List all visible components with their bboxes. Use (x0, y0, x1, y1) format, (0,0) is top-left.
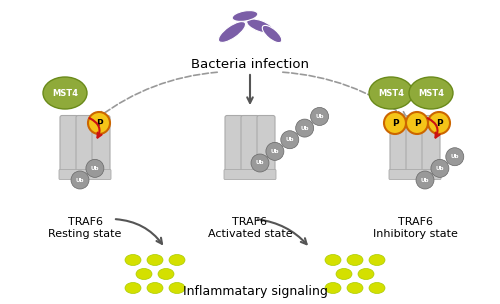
Ellipse shape (232, 11, 258, 21)
Ellipse shape (369, 254, 385, 265)
Text: Ub: Ub (436, 166, 444, 171)
Ellipse shape (336, 268, 352, 279)
Ellipse shape (147, 254, 163, 265)
Ellipse shape (325, 254, 341, 265)
Text: P: P (392, 119, 398, 127)
FancyBboxPatch shape (59, 170, 111, 179)
Ellipse shape (358, 268, 374, 279)
Text: Ub: Ub (76, 178, 84, 182)
FancyBboxPatch shape (225, 116, 243, 174)
Text: Inhibitory state: Inhibitory state (372, 229, 458, 239)
Ellipse shape (409, 77, 453, 109)
Text: Activated state: Activated state (208, 229, 292, 239)
Ellipse shape (347, 254, 363, 265)
Circle shape (446, 148, 464, 166)
FancyBboxPatch shape (241, 116, 259, 174)
Ellipse shape (347, 282, 363, 293)
FancyBboxPatch shape (76, 116, 94, 174)
FancyBboxPatch shape (224, 170, 276, 179)
FancyArrowPatch shape (90, 118, 102, 137)
FancyArrowPatch shape (283, 72, 406, 117)
FancyBboxPatch shape (422, 116, 440, 174)
Text: Resting state: Resting state (48, 229, 122, 239)
Circle shape (266, 142, 284, 161)
FancyArrowPatch shape (428, 118, 440, 137)
Text: P: P (414, 119, 420, 127)
Text: Ub: Ub (270, 149, 279, 154)
Text: Ub: Ub (300, 126, 309, 131)
Circle shape (431, 159, 449, 177)
Ellipse shape (246, 19, 274, 33)
FancyBboxPatch shape (390, 116, 408, 174)
Circle shape (310, 107, 328, 126)
Text: Ub: Ub (421, 178, 429, 182)
Text: P: P (436, 119, 442, 127)
Ellipse shape (369, 77, 413, 109)
Text: MST4: MST4 (418, 88, 444, 98)
Text: Bacteria infection: Bacteria infection (191, 58, 309, 71)
FancyArrowPatch shape (116, 219, 162, 244)
Circle shape (416, 171, 434, 189)
Ellipse shape (262, 26, 281, 43)
Text: Ub: Ub (450, 154, 459, 159)
FancyArrowPatch shape (258, 219, 306, 244)
Ellipse shape (169, 254, 185, 265)
Circle shape (406, 112, 428, 134)
Ellipse shape (136, 268, 152, 279)
FancyBboxPatch shape (389, 170, 441, 179)
FancyBboxPatch shape (92, 116, 110, 174)
Text: Ub: Ub (316, 114, 324, 119)
FancyBboxPatch shape (257, 116, 275, 174)
Ellipse shape (325, 282, 341, 293)
Circle shape (251, 154, 269, 172)
FancyArrowPatch shape (98, 72, 217, 117)
Circle shape (88, 112, 110, 134)
Text: P: P (96, 119, 102, 127)
Circle shape (86, 159, 104, 177)
Circle shape (384, 112, 406, 134)
FancyBboxPatch shape (406, 116, 424, 174)
Ellipse shape (43, 77, 87, 109)
Text: TRAF6: TRAF6 (398, 217, 432, 227)
Text: Ub: Ub (286, 137, 294, 142)
Ellipse shape (369, 282, 385, 293)
Circle shape (71, 171, 89, 189)
Text: Ub: Ub (90, 166, 99, 171)
Circle shape (428, 112, 450, 134)
Ellipse shape (147, 282, 163, 293)
Text: MST4: MST4 (378, 88, 404, 98)
Circle shape (281, 131, 299, 149)
Circle shape (296, 119, 314, 137)
Ellipse shape (158, 268, 174, 279)
Ellipse shape (218, 22, 246, 43)
Text: Inflammatary signaling: Inflammatary signaling (182, 285, 328, 298)
Ellipse shape (125, 282, 141, 293)
Text: Ub: Ub (256, 161, 264, 165)
Text: TRAF6: TRAF6 (68, 217, 102, 227)
Text: TRAF6: TRAF6 (232, 217, 268, 227)
Ellipse shape (125, 254, 141, 265)
Ellipse shape (169, 282, 185, 293)
Text: MST4: MST4 (52, 88, 78, 98)
FancyBboxPatch shape (60, 116, 78, 174)
